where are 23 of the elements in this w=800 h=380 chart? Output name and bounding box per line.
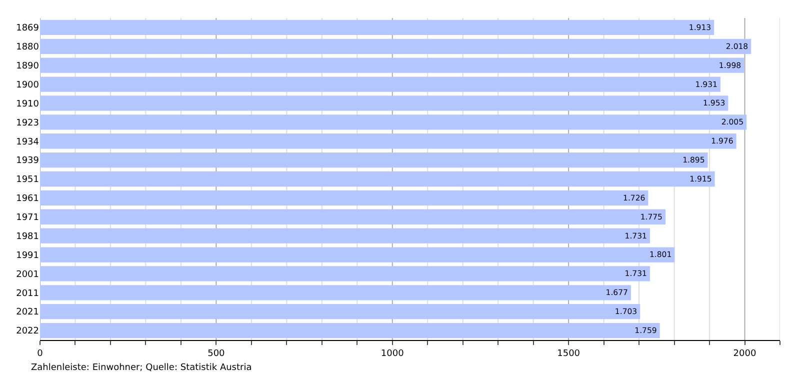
y-tick-label: 1910 — [16, 99, 40, 110]
y-tick-label: 1951 — [16, 175, 39, 186]
x-tick-label: 1500 — [557, 348, 580, 359]
x-tick-label: 1000 — [380, 348, 404, 359]
text: Zahlenleiste: Einwohner; Quelle: Statistik Austria — [31, 363, 252, 373]
x-tick-label: 500 — [208, 348, 226, 359]
y-tick-label: 1869 — [16, 24, 40, 34]
y-tick-label: 2011 — [16, 288, 39, 299]
y-tick-label: 1890 — [16, 62, 40, 72]
y-tick-label: 1934 — [16, 137, 40, 148]
x-tick-label: 2000 — [733, 348, 756, 359]
y-tick-label: 1923 — [16, 118, 39, 128]
y-tick-label: 1991 — [16, 250, 39, 261]
y-tick-label: 1939 — [16, 156, 40, 166]
x-tick-label: 0 — [37, 348, 44, 359]
y-tick-label: 2021 — [16, 308, 39, 318]
y-tick-label: 2022 — [16, 326, 39, 337]
y-tick-label: 1961 — [16, 194, 39, 204]
y-tick-label: 1981 — [16, 232, 39, 242]
y-tick-label: 2001 — [16, 270, 39, 280]
y-tick-label: 1880 — [16, 42, 40, 53]
y-tick-label: 1900 — [16, 80, 40, 90]
y-tick-label: 1971 — [16, 213, 39, 224]
